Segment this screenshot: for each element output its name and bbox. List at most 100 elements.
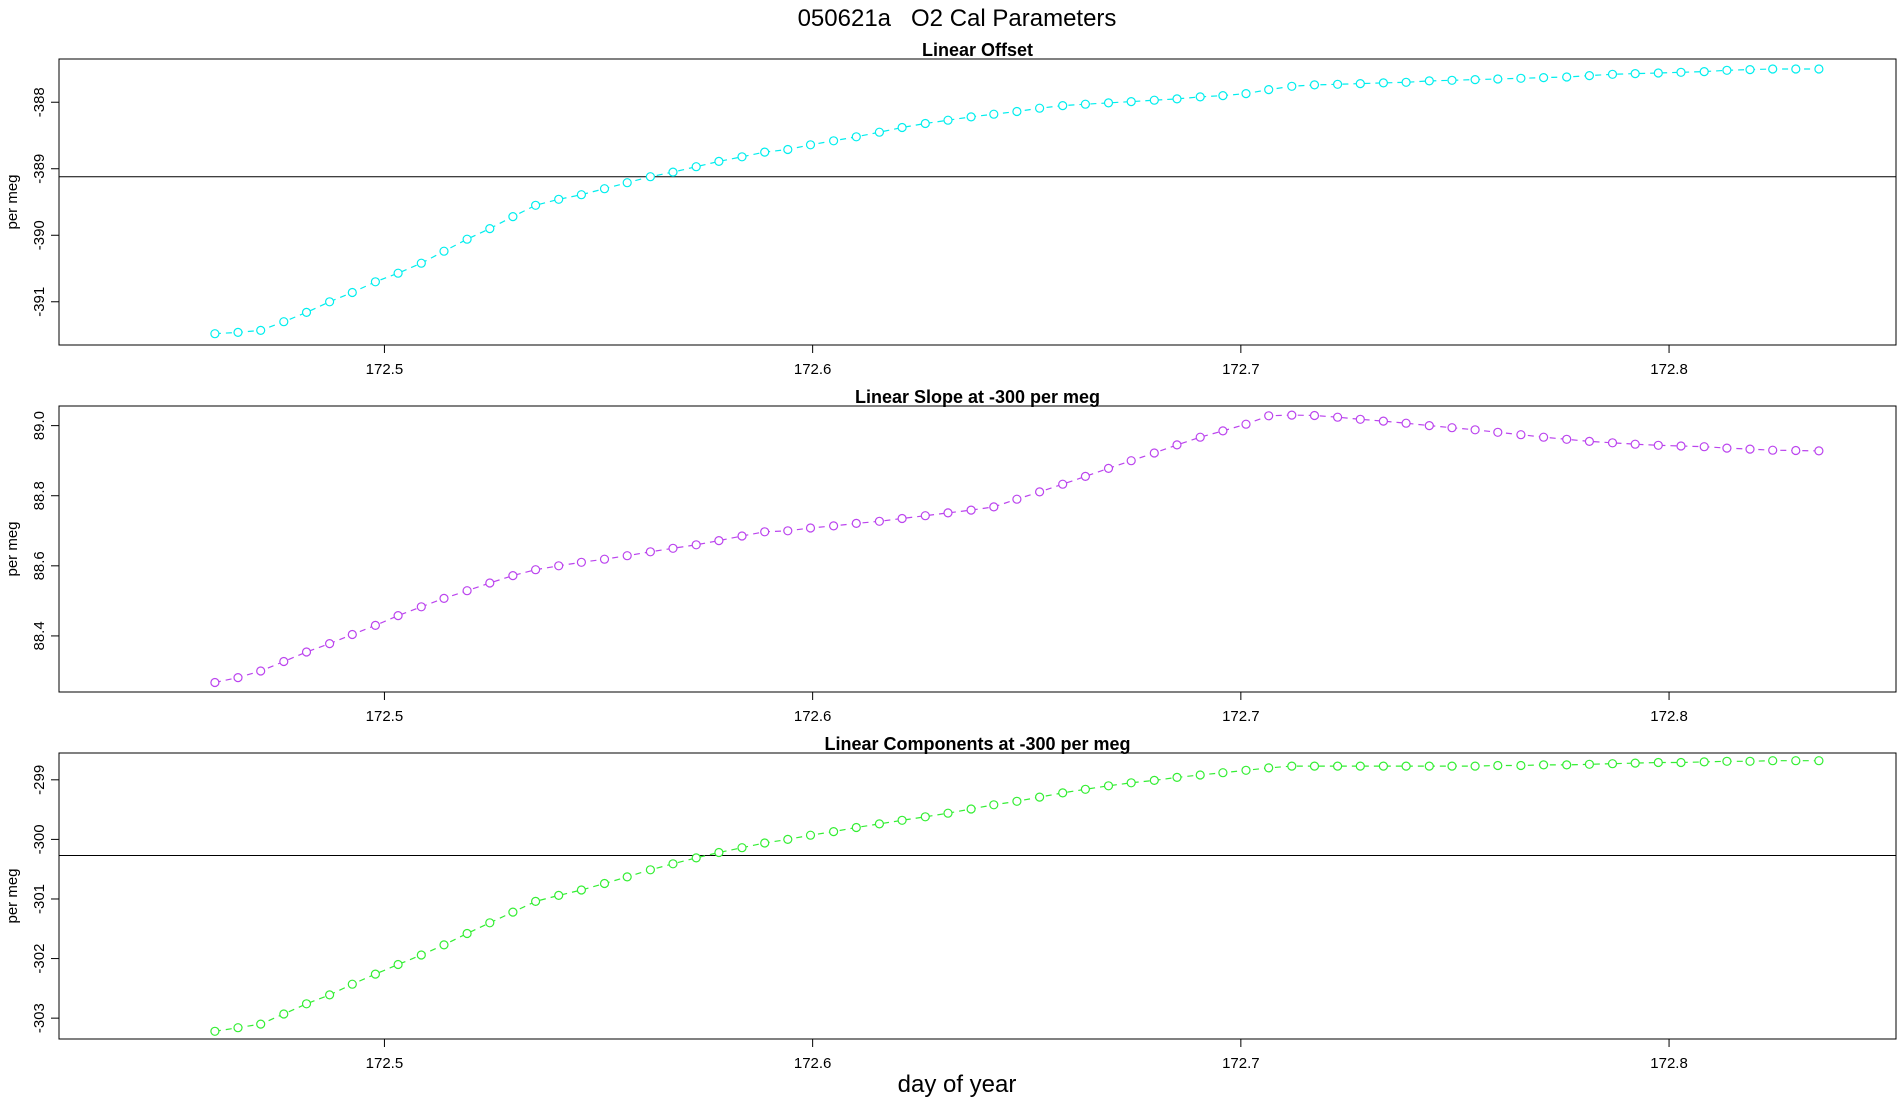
data-point	[1034, 792, 1045, 802]
data-point	[828, 826, 839, 837]
data-point	[1424, 76, 1434, 86]
data-point	[989, 109, 999, 119]
data-point	[1401, 418, 1411, 428]
x-tick-label: 172.8	[1650, 1055, 1688, 1072]
data-point	[599, 554, 610, 564]
data-point	[554, 194, 564, 204]
data-point	[1630, 439, 1640, 449]
data-point	[1768, 756, 1778, 766]
data-point	[210, 329, 220, 339]
data-point	[554, 890, 564, 901]
data-point	[1538, 432, 1549, 442]
data-point	[301, 647, 312, 657]
y-tick-label: -388	[31, 87, 48, 117]
data-point	[1195, 432, 1205, 442]
data-point	[668, 167, 678, 177]
data-point	[1195, 770, 1205, 780]
data-point	[1447, 423, 1457, 433]
x-axis-label: day of year	[898, 1071, 1017, 1098]
data-point	[691, 853, 701, 863]
data-point	[1378, 416, 1389, 426]
data-point	[966, 804, 976, 814]
x-tick-label: 172.6	[794, 708, 832, 725]
y-tick-label: -391	[31, 287, 48, 317]
data-point	[1378, 78, 1389, 88]
data-point	[1722, 65, 1732, 75]
data-point	[1493, 427, 1503, 437]
data-point	[1447, 75, 1457, 85]
y-tick-label: 88.8	[31, 481, 48, 510]
data-point	[576, 885, 587, 895]
data-point	[233, 672, 243, 683]
data-point	[1012, 106, 1022, 117]
data-point	[393, 610, 403, 621]
series-line	[214, 414, 1819, 684]
data-point	[347, 629, 357, 640]
data-point	[1814, 64, 1824, 74]
data-point	[645, 547, 656, 557]
data-point	[1264, 411, 1274, 421]
data-point	[1653, 440, 1663, 450]
data-point	[1791, 756, 1801, 766]
data-point	[554, 561, 564, 571]
data-point	[439, 593, 449, 604]
data-point	[1309, 410, 1320, 421]
data-point	[599, 184, 610, 194]
data-point	[1745, 756, 1755, 766]
data-point	[1034, 103, 1045, 113]
data-point	[576, 557, 587, 567]
data-point	[1172, 94, 1182, 104]
data-point	[1012, 796, 1022, 806]
data-point	[279, 656, 289, 667]
data-point	[462, 234, 472, 244]
data-point	[325, 638, 335, 649]
data-point	[416, 602, 426, 612]
data-point	[256, 666, 266, 676]
data-point	[1103, 781, 1114, 791]
data-point	[714, 847, 724, 858]
data-point	[1218, 768, 1228, 778]
data-point	[1584, 70, 1595, 81]
data-point	[1562, 760, 1572, 770]
data-point	[645, 172, 656, 182]
data-point	[1149, 95, 1159, 105]
data-point	[1562, 72, 1572, 82]
data-point	[760, 838, 770, 848]
data-point	[1722, 443, 1732, 453]
data-point	[874, 127, 885, 137]
x-tick-label: 172.5	[366, 361, 404, 378]
data-point	[1218, 426, 1228, 436]
data-point	[279, 317, 289, 327]
data-point	[325, 297, 335, 307]
data-point	[1287, 81, 1297, 91]
data-point	[1058, 100, 1068, 111]
data-point	[530, 200, 541, 210]
x-tick-label: 172.7	[1222, 708, 1260, 725]
data-point	[370, 620, 380, 631]
data-point	[256, 325, 266, 335]
data-point	[1699, 757, 1709, 767]
data-point	[1332, 412, 1343, 422]
data-point	[439, 246, 449, 256]
data-point	[851, 518, 861, 529]
data-point	[805, 140, 816, 150]
data-point	[920, 118, 930, 129]
y-tick-label: -303	[31, 1003, 48, 1033]
data-point	[1516, 760, 1526, 771]
data-point	[439, 940, 449, 950]
data-point	[1401, 761, 1411, 771]
data-point	[1676, 67, 1686, 77]
data-point	[233, 327, 243, 337]
x-tick-label: 172.5	[366, 1055, 404, 1072]
data-point	[783, 526, 793, 536]
data-point	[1332, 761, 1343, 771]
x-tick-label: 172.7	[1222, 1055, 1260, 1072]
data-point	[851, 132, 861, 142]
data-point	[210, 677, 220, 688]
data-point	[599, 878, 610, 889]
data-point	[1538, 760, 1549, 770]
data-point	[210, 1026, 220, 1036]
data-point	[301, 999, 312, 1009]
plot-frame	[58, 405, 1897, 693]
